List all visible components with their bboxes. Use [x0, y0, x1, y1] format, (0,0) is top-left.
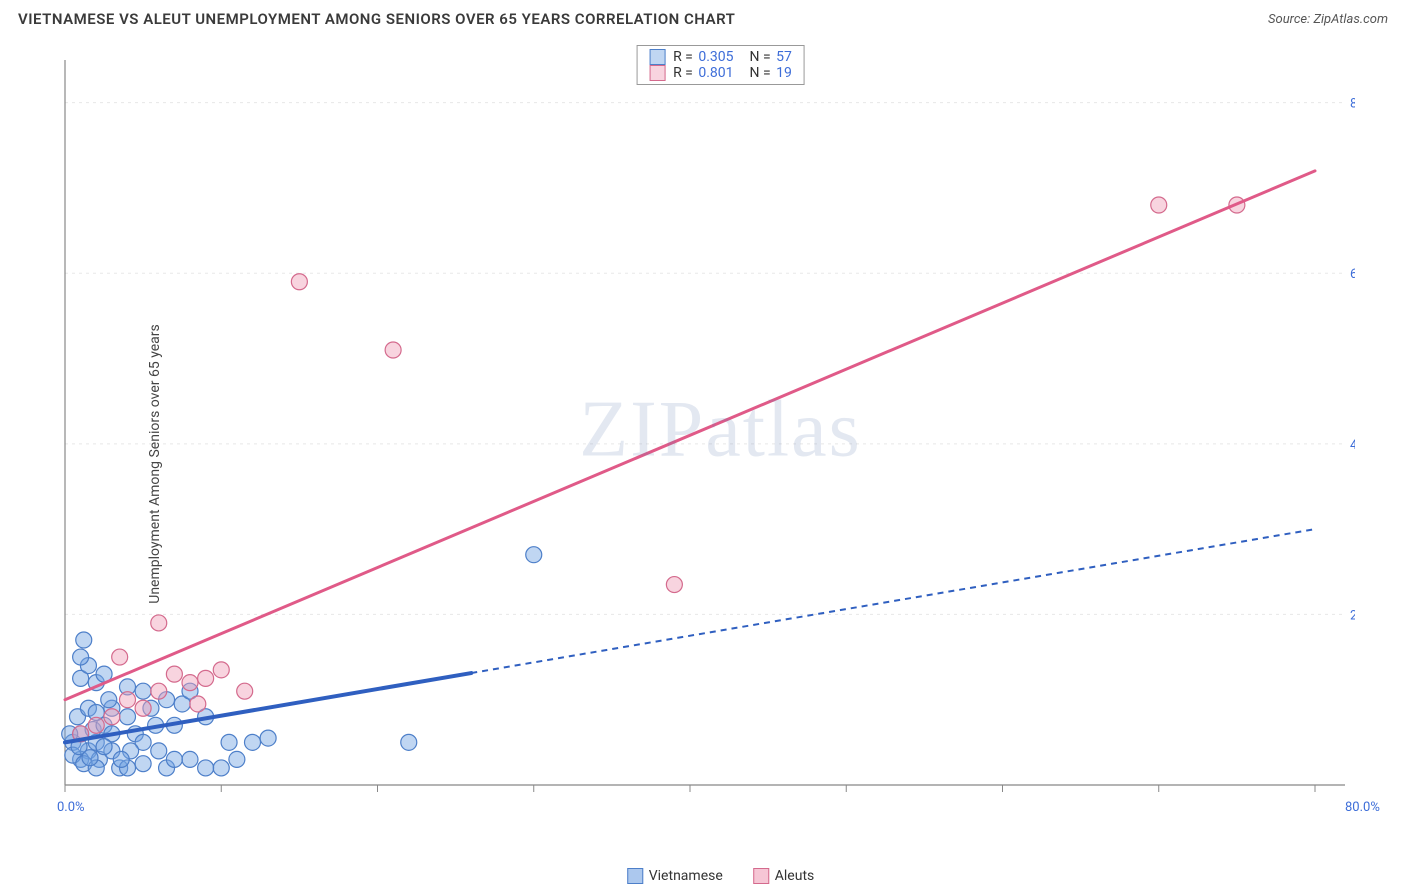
x-axis-origin-label: 0.0% — [57, 800, 85, 815]
data-point — [120, 692, 136, 708]
y-axis-label: Unemployment Among Seniors over 65 years — [147, 324, 163, 604]
data-point — [182, 751, 198, 767]
data-point — [151, 615, 167, 631]
legend-label: Vietnamese — [649, 868, 723, 884]
data-point — [291, 274, 307, 290]
data-point — [82, 750, 98, 766]
data-point — [213, 662, 229, 678]
data-point — [151, 683, 167, 699]
x-axis-max-label: 80.0% — [1345, 800, 1380, 815]
y-tick-label: 60.0% — [1350, 267, 1355, 282]
data-point — [112, 649, 128, 665]
data-point — [166, 666, 182, 682]
data-point — [120, 709, 136, 725]
data-point — [101, 692, 117, 708]
data-point — [113, 751, 129, 767]
data-point — [135, 683, 151, 699]
legend-swatch — [649, 49, 665, 65]
stats-legend: R = 0.305N = 57R = 0.801N = 19 — [636, 45, 805, 85]
data-point — [260, 730, 276, 746]
data-point — [104, 709, 120, 725]
series-legend-item: Vietnamese — [627, 868, 723, 884]
data-point — [229, 751, 245, 767]
chart-area: Unemployment Among Seniors over 65 years… — [45, 45, 1396, 882]
data-point — [73, 649, 89, 665]
source-value: ZipAtlas.com — [1313, 12, 1388, 27]
series-legend-item: Aleuts — [753, 868, 814, 884]
data-point — [190, 696, 206, 712]
chart-title: VIETNAMESE VS ALEUT UNEMPLOYMENT AMONG S… — [18, 10, 735, 28]
y-tick-label: 80.0% — [1350, 97, 1355, 112]
legend-swatch — [753, 868, 769, 884]
data-point — [385, 342, 401, 358]
data-point — [198, 670, 214, 686]
data-point — [166, 751, 182, 767]
data-point — [401, 734, 417, 750]
data-point — [221, 734, 237, 750]
data-point — [76, 632, 92, 648]
source-attribution: Source: ZipAtlas.com — [1268, 12, 1388, 27]
header: VIETNAMESE VS ALEUT UNEMPLOYMENT AMONG S… — [0, 0, 1406, 28]
data-point — [135, 756, 151, 772]
legend-swatch — [649, 65, 665, 81]
data-point — [182, 675, 198, 691]
scatter-plot-svg: 20.0% 40.0% 60.0% 80.0% — [45, 45, 1355, 835]
y-tick-label: 40.0% — [1350, 438, 1355, 453]
data-point — [666, 577, 682, 593]
legend-swatch — [627, 868, 643, 884]
data-point — [198, 760, 214, 776]
series-legend: Vietnamese Aleuts — [627, 868, 815, 884]
y-tick-label: 20.0% — [1350, 608, 1355, 623]
data-point — [245, 734, 261, 750]
data-point — [88, 717, 104, 733]
legend-stats-text: R = 0.305N = 57 — [673, 49, 792, 65]
stats-legend-row: R = 0.801N = 19 — [649, 65, 792, 81]
data-point — [151, 743, 167, 759]
data-point — [526, 547, 542, 563]
data-point — [1151, 197, 1167, 213]
data-point — [96, 739, 112, 755]
data-point — [135, 700, 151, 716]
data-point — [213, 760, 229, 776]
data-point — [237, 683, 253, 699]
legend-stats-text: R = 0.801N = 19 — [673, 65, 792, 81]
source-label: Source: — [1268, 12, 1310, 27]
stats-legend-row: R = 0.305N = 57 — [649, 49, 792, 65]
legend-label: Aleuts — [775, 868, 814, 884]
